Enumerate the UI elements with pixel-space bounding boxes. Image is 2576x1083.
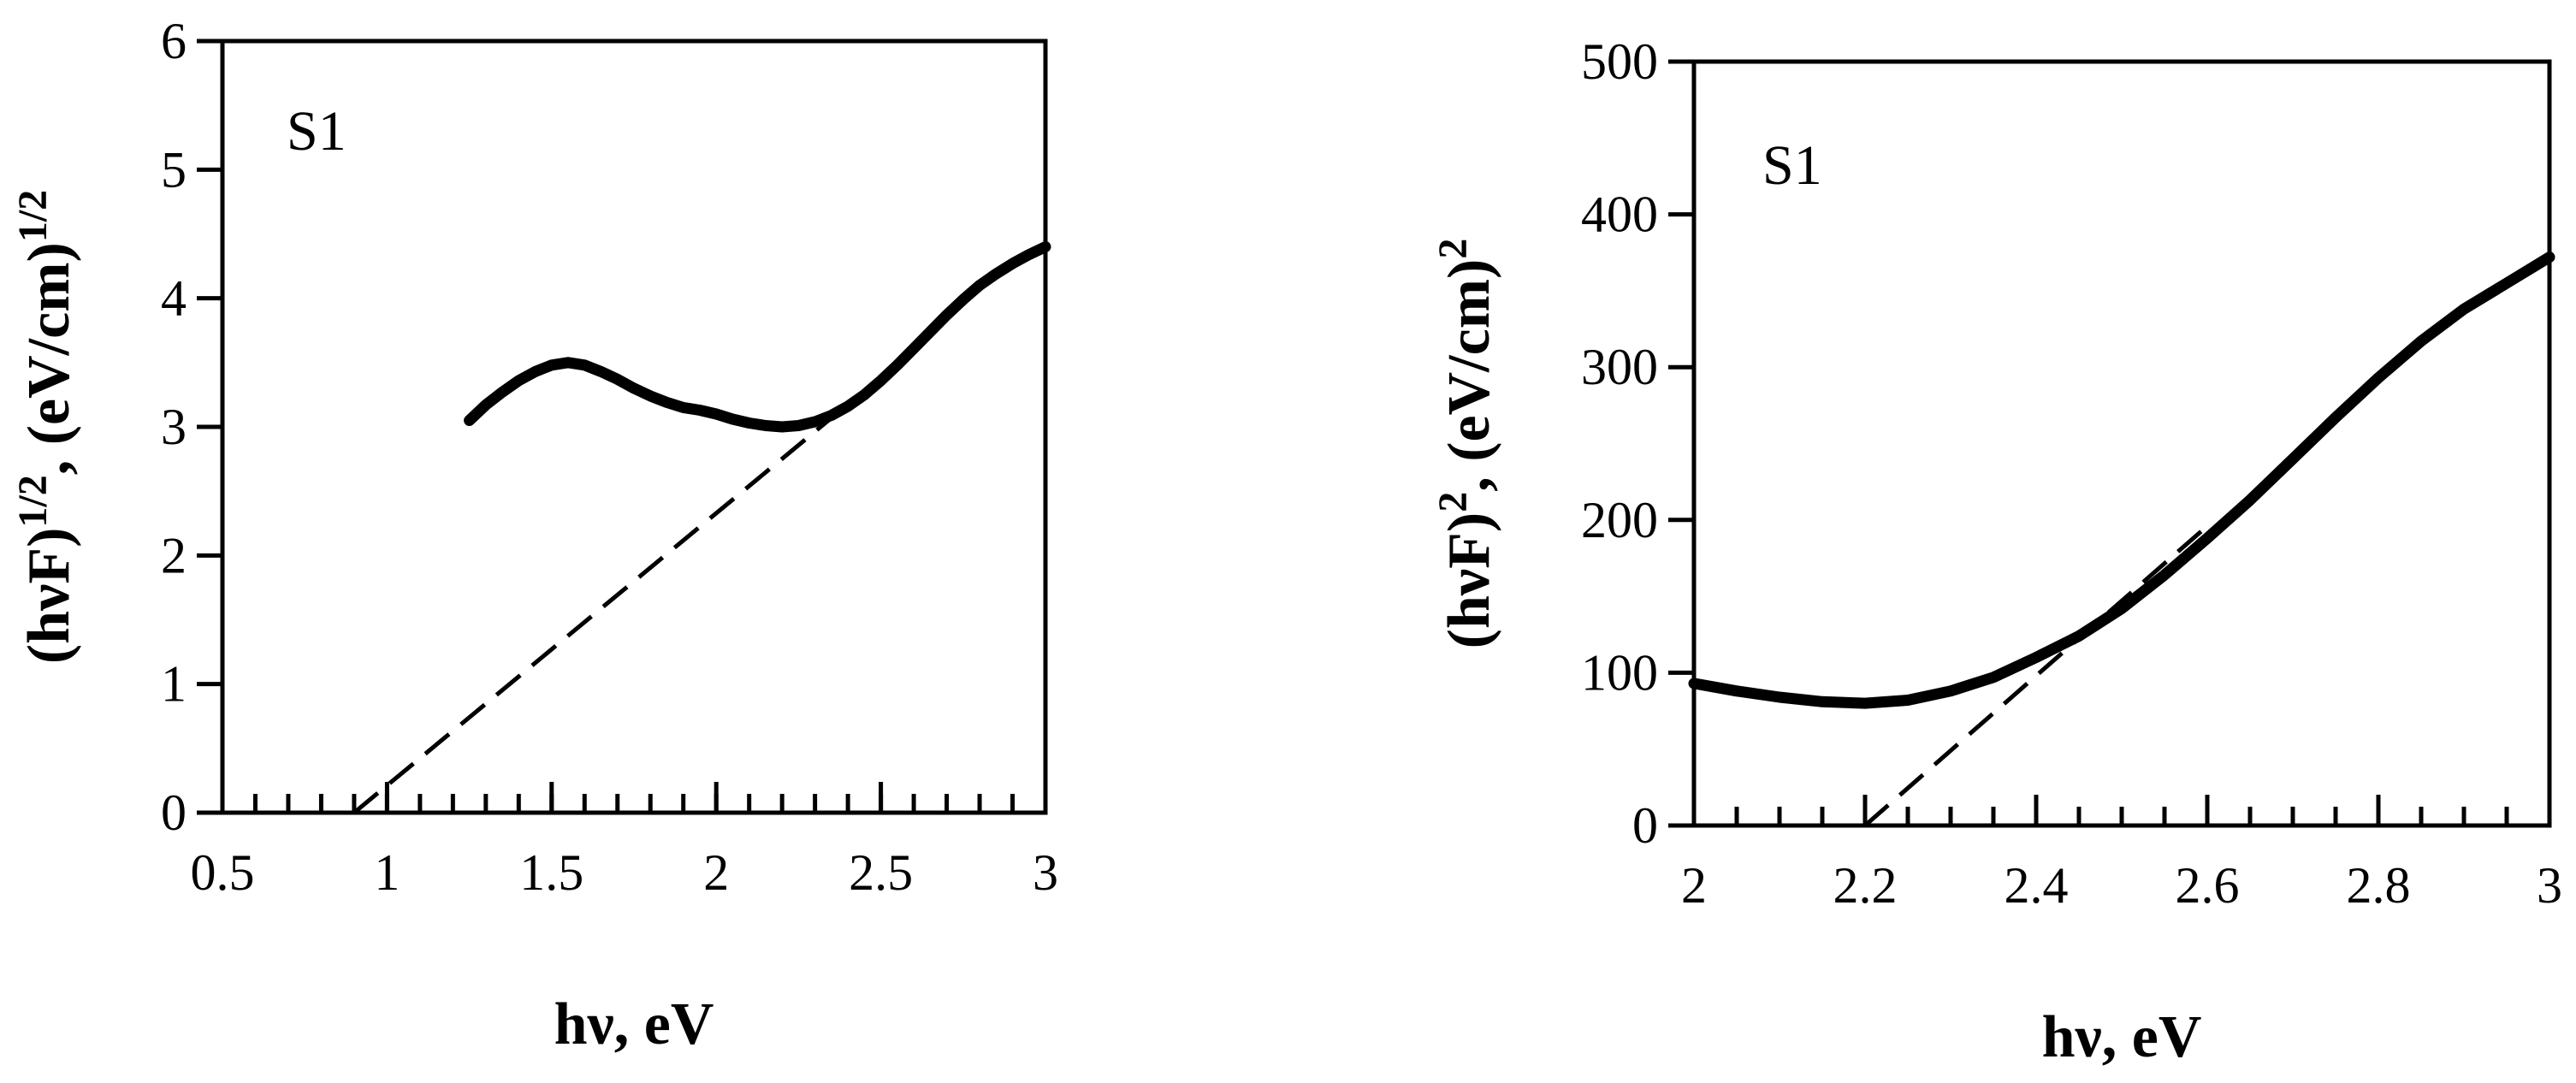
right-x-axis-ticks: 2 2.2 2.4 2.6 2.8 3 bbox=[1681, 795, 2562, 914]
left-y-tick-label: 3 bbox=[161, 399, 187, 455]
left-x-tick-label: 1 bbox=[374, 844, 400, 901]
left-y-tick-label: 0 bbox=[161, 784, 187, 841]
right-x-tick-label: 2.8 bbox=[2347, 857, 2411, 914]
left-x-tick-label: 2.5 bbox=[849, 844, 913, 901]
left-y-tick-label: 4 bbox=[161, 270, 187, 327]
right-y-axis-title: (hνF)2, (eV/cm)2 bbox=[1430, 239, 1502, 649]
left-x-tick-label: 2 bbox=[703, 844, 729, 901]
right-x-tick-label: 2.4 bbox=[2005, 857, 2069, 914]
right-x-tick-label: 2.6 bbox=[2176, 857, 2240, 914]
right-x-tick-label: 3 bbox=[2537, 857, 2562, 914]
right-y-title-sup-2: 2 bbox=[1430, 239, 1476, 259]
right-panel-label: S1 bbox=[1762, 134, 1822, 197]
right-x-axis-title: hν, eV bbox=[2042, 1004, 2202, 1070]
left-x-axis-title: hν, eV bbox=[554, 991, 714, 1057]
right-y-title-part-1: (hνF) bbox=[1436, 512, 1502, 649]
left-x-axis-ticks: 0.5 1 1.5 2 2.5 3 bbox=[191, 782, 1058, 901]
left-extrapolation-line bbox=[352, 416, 833, 814]
right-y-tick-label: 100 bbox=[1581, 644, 1658, 701]
right-y-title-part-2: , (eV/cm) bbox=[1436, 259, 1502, 492]
right-chart-panel: 2 2.2 2.4 2.6 2.8 3 0 100 200 300 400 500 S1 hν, e… bbox=[1430, 33, 2562, 1070]
left-x-tick-label: 1.5 bbox=[519, 844, 583, 901]
right-series-group bbox=[1688, 252, 2555, 827]
left-y-title-sup-2: 1/2 bbox=[10, 190, 56, 242]
left-y-title-part-1: (hνF) bbox=[16, 528, 82, 665]
left-y-axis-ticks: 0 1 2 3 4 5 6 bbox=[161, 13, 222, 841]
right-y-tick-label: 400 bbox=[1581, 186, 1658, 243]
right-plot-frame bbox=[1691, 59, 2552, 828]
left-x-tick-label: 0.5 bbox=[191, 844, 255, 901]
right-data-curve bbox=[1688, 252, 2555, 709]
left-y-tick-label: 2 bbox=[161, 527, 187, 583]
left-data-curve bbox=[464, 241, 1051, 433]
right-x-tick-label: 2.2 bbox=[1833, 857, 1898, 914]
left-x-tick-label: 3 bbox=[1033, 844, 1058, 901]
left-panel-label: S1 bbox=[287, 100, 346, 163]
left-y-title-sup-1: 1/2 bbox=[10, 475, 56, 527]
left-y-tick-label: 5 bbox=[161, 141, 187, 198]
right-y-title-sup-1: 2 bbox=[1430, 492, 1476, 512]
right-y-tick-label: 200 bbox=[1581, 492, 1658, 548]
left-series-group bbox=[352, 241, 1051, 814]
left-y-axis-title: (hνF)1/2, (eV/cm)1/2 bbox=[10, 190, 82, 664]
left-y-tick-label: 6 bbox=[161, 13, 187, 69]
right-y-tick-label: 0 bbox=[1632, 797, 1658, 854]
right-extrapolation-line bbox=[1863, 524, 2209, 827]
left-y-title-part-2: , (eV/cm) bbox=[16, 242, 82, 475]
right-y-axis-ticks: 0 100 200 300 400 500 bbox=[1581, 33, 1694, 854]
left-y-tick-label: 1 bbox=[161, 656, 187, 713]
right-y-tick-label: 500 bbox=[1581, 33, 1658, 90]
right-y-tick-label: 300 bbox=[1581, 339, 1658, 395]
right-x-tick-label: 2 bbox=[1681, 857, 1707, 914]
